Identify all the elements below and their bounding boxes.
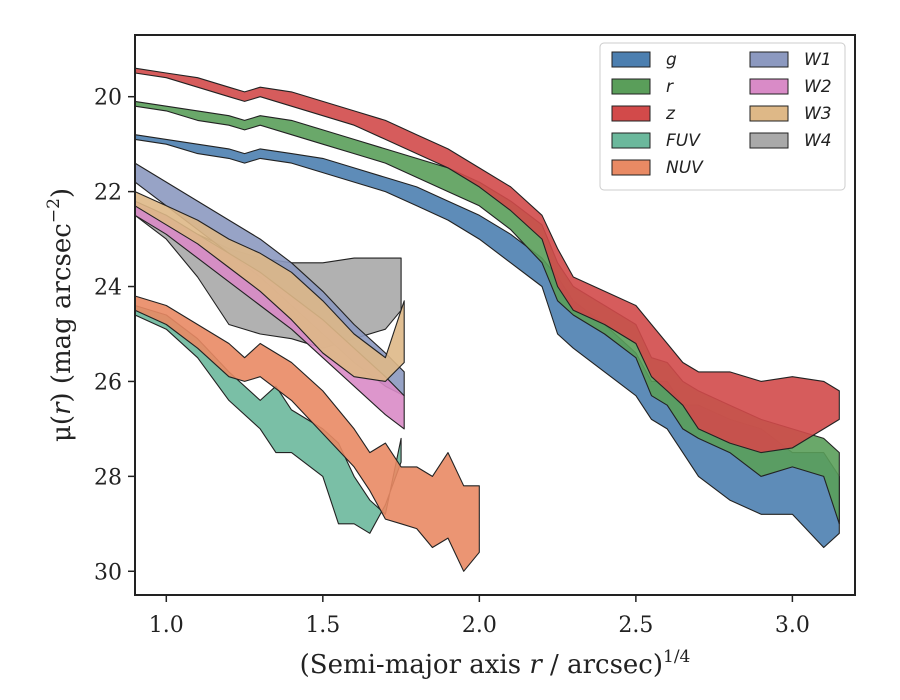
y-axis: 20 22 24 26 28 30 bbox=[94, 86, 135, 585]
legend-label-fuv: FUV bbox=[666, 131, 701, 151]
band-z bbox=[134, 67, 840, 454]
legend-swatch-w4 bbox=[749, 132, 789, 149]
legend-label-nuv: NUV bbox=[666, 158, 704, 178]
x-tick-label: 3.0 bbox=[775, 613, 810, 638]
x-axis: 1.0 1.5 2.0 2.5 3.0 bbox=[149, 595, 810, 638]
y-tick-label: 24 bbox=[94, 276, 122, 301]
legend: grz FUV NUV W1 W2 W3 W4 bbox=[599, 42, 846, 191]
band-nuv bbox=[134, 295, 480, 572]
y-tick-label: 20 bbox=[94, 86, 122, 111]
legend-swatch-w3 bbox=[749, 105, 789, 122]
legend-label-g: g bbox=[666, 50, 677, 70]
legend-swatch-g bbox=[611, 51, 651, 68]
band-g bbox=[134, 134, 840, 549]
x-tick-label: 2.5 bbox=[618, 613, 653, 638]
legend-label-w2: W2 bbox=[804, 77, 832, 97]
y-tick-label: 30 bbox=[94, 560, 122, 585]
legend-swatch-w1 bbox=[749, 51, 789, 68]
legend-label-z: z bbox=[665, 104, 676, 124]
legend-label-w1: W1 bbox=[804, 50, 832, 70]
legend-swatch-w2 bbox=[749, 78, 789, 95]
legend-swatch-nuv bbox=[611, 159, 651, 176]
y-tick-label: 26 bbox=[94, 370, 122, 395]
x-tick-label: 2.0 bbox=[462, 613, 497, 638]
legend-label-r: r bbox=[666, 77, 674, 97]
plot-frame bbox=[134, 34, 856, 596]
legend-swatch-r bbox=[611, 78, 651, 95]
legend-label-w4: W4 bbox=[804, 131, 832, 151]
x-tick-label: 1.5 bbox=[305, 613, 340, 638]
band-layer bbox=[134, 67, 840, 572]
legend-swatch-fuv bbox=[611, 132, 651, 149]
legend-label-w3: W3 bbox=[804, 104, 832, 124]
x-tick-label: 1.0 bbox=[149, 613, 184, 638]
band-w3 bbox=[134, 191, 405, 382]
y-tick-label: 28 bbox=[94, 465, 122, 490]
band-fuv bbox=[134, 304, 402, 534]
x-axis-label: (Semi-major axis r / arcsec)1/4 bbox=[300, 647, 691, 680]
legend-swatch-z bbox=[611, 105, 651, 122]
y-tick-label: 22 bbox=[94, 181, 122, 206]
band-r bbox=[134, 100, 840, 525]
y-axis-label: μ(r) (mag arcsec−2) bbox=[44, 188, 77, 442]
